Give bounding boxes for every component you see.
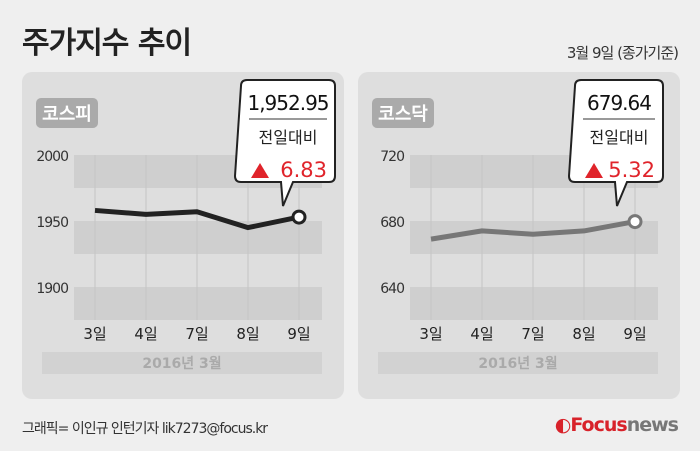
data-point xyxy=(627,214,643,230)
grid-band xyxy=(74,221,322,254)
x-axis-label: 2016년 3월 xyxy=(478,355,557,372)
callout-value: 1,952.95 xyxy=(247,91,328,115)
callout-value: 679.64 xyxy=(587,91,651,115)
x-tick-label: 4일 xyxy=(134,325,157,343)
date-label: 3월 9일 (종가기준) xyxy=(566,44,679,62)
up-triangle-icon xyxy=(585,163,603,178)
kosdaq-panel: 코스닥 720 680 640 3일 4일 7일 8일 9일 2016년 3월 679.64 전일대비… xyxy=(358,72,680,399)
kosdaq-chart: 코스닥 720 680 640 3일 4일 7일 8일 9일 2016년 3월 679.64 전일대비… xyxy=(372,79,664,374)
x-tick-label: 3일 xyxy=(83,325,106,343)
page-title: 주가지수 추이 xyxy=(22,26,192,61)
y-tick-label: 720 xyxy=(380,149,404,165)
data-point xyxy=(291,209,307,225)
x-tick-label: 4일 xyxy=(470,325,493,343)
focusnews-logo: ◐Focusnews xyxy=(554,414,679,436)
y-tick-label: 1950 xyxy=(36,215,68,231)
callout-caption: 전일대비 xyxy=(590,128,649,147)
up-triangle-icon xyxy=(251,163,269,178)
grid-band xyxy=(74,287,322,320)
y-tick-label: 2000 xyxy=(36,149,68,165)
x-tick-label: 8일 xyxy=(236,325,259,343)
callout-change: 6.83 xyxy=(280,158,327,182)
x-tick-label: 8일 xyxy=(572,325,595,343)
x-tick-label: 9일 xyxy=(287,325,310,343)
grid-band xyxy=(410,287,658,320)
x-tick-label: 3일 xyxy=(419,325,442,343)
y-tick-label: 1900 xyxy=(36,281,68,297)
x-axis-band xyxy=(378,352,658,374)
kospi-panel: 코스피 2000 1950 1900 3일 4일 7일 8일 9일 2016년 3월 1,952.9… xyxy=(22,72,344,399)
y-tick-label: 680 xyxy=(380,215,404,231)
x-tick-label: 9일 xyxy=(623,325,646,343)
series-label: 코스닥 xyxy=(378,104,428,125)
series-badge xyxy=(372,98,434,128)
kospi-chart: 코스피 2000 1950 1900 3일 4일 7일 8일 9일 2016년 3월 1,952.9… xyxy=(36,79,336,374)
credit: 그래픽= 이인규 인턴기자 lik7273@focus.kr xyxy=(22,421,268,437)
y-tick-label: 640 xyxy=(380,281,404,297)
x-tick-label: 7일 xyxy=(185,325,208,343)
x-axis-label: 2016년 3월 xyxy=(142,355,221,372)
x-tick-label: 7일 xyxy=(521,325,544,343)
series-label: 코스피 xyxy=(42,104,92,125)
callout-change: 5.32 xyxy=(608,158,655,182)
series-badge xyxy=(36,98,98,128)
x-axis-band xyxy=(42,352,322,374)
callout-caption: 전일대비 xyxy=(259,128,318,147)
